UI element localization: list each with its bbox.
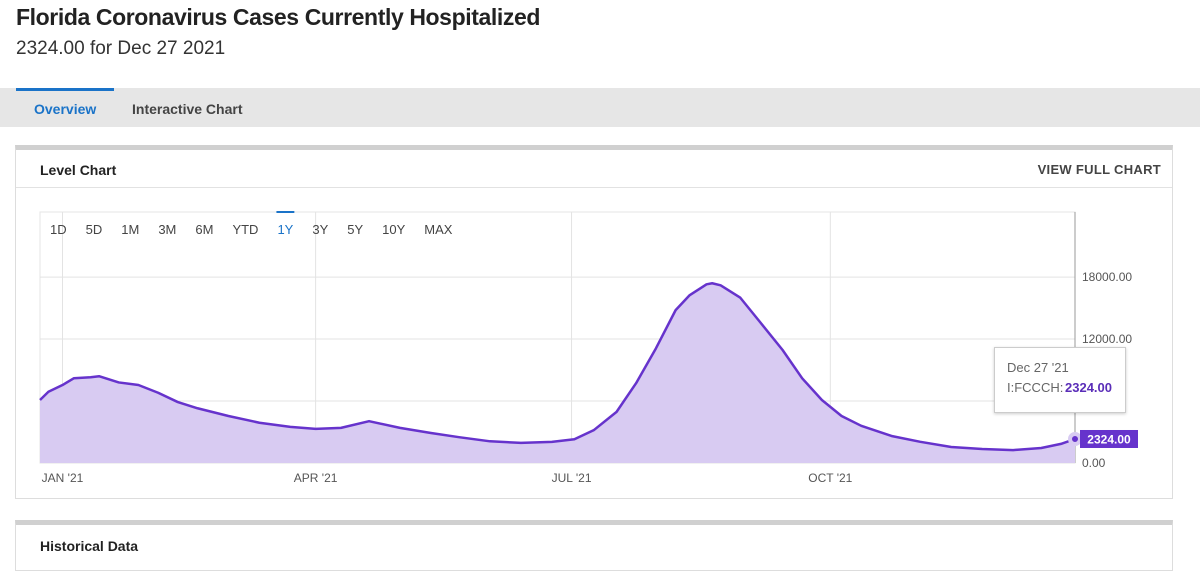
range-button[interactable]: MAX xyxy=(424,222,453,237)
last-point xyxy=(1068,431,1082,446)
range-button[interactable]: 3M xyxy=(158,222,176,237)
line xyxy=(39,282,1076,452)
x-tick-label: JAN '21 xyxy=(42,471,84,485)
value-label: 2324.00 xyxy=(1087,432,1131,446)
tooltip-date: Dec 27 '21 xyxy=(1007,360,1069,375)
range-button[interactable]: 1Y xyxy=(277,222,293,237)
panel-title: Level Chart xyxy=(40,162,117,178)
page: {"header": {"title": "Florida Coronaviru… xyxy=(0,4,1200,571)
range-button[interactable]: YTD xyxy=(232,222,258,237)
y-tick-label: 12000.00 xyxy=(1082,332,1132,346)
range-button[interactable]: 6M xyxy=(195,222,213,237)
range-button[interactable]: 1M xyxy=(121,222,139,237)
x-tick-label: APR '21 xyxy=(294,471,338,485)
y-tick-label: 18000.00 xyxy=(1082,270,1132,284)
panel-title: Historical Data xyxy=(40,538,139,554)
y-tick-label: 0.00 xyxy=(1082,456,1106,470)
x-tick-label: JUL '21 xyxy=(552,471,592,485)
tab[interactable]: Overview xyxy=(16,88,115,127)
range-button[interactable]: 10Y xyxy=(382,222,405,237)
tab-bar: Overview Interactive Chart xyxy=(0,88,1200,127)
area xyxy=(40,283,1075,463)
tooltip-value: 2324.00 xyxy=(1065,380,1112,395)
tooltip: Dec 27 '21 I:FCCCH: 2324.00 xyxy=(994,347,1126,413)
page-subtitle: 2324.00 for Dec 27 2021 xyxy=(16,38,226,59)
range-button[interactable]: 5Y xyxy=(347,222,363,237)
separator xyxy=(16,187,1172,188)
view-full-chart[interactable]: VIEW FULL CHART xyxy=(1037,162,1161,177)
range-button[interactable]: 1D xyxy=(50,222,67,237)
range-button[interactable]: 3Y xyxy=(312,222,328,237)
page-title: Florida Coronavirus Cases Currently Hosp… xyxy=(16,4,540,30)
x-tick-label: OCT '21 xyxy=(808,471,852,485)
tooltip-series: I:FCCCH: xyxy=(1007,380,1064,395)
tab[interactable]: Interactive Chart xyxy=(132,101,243,117)
value-badge xyxy=(1080,429,1138,448)
range-button[interactable]: 5D xyxy=(86,222,103,237)
